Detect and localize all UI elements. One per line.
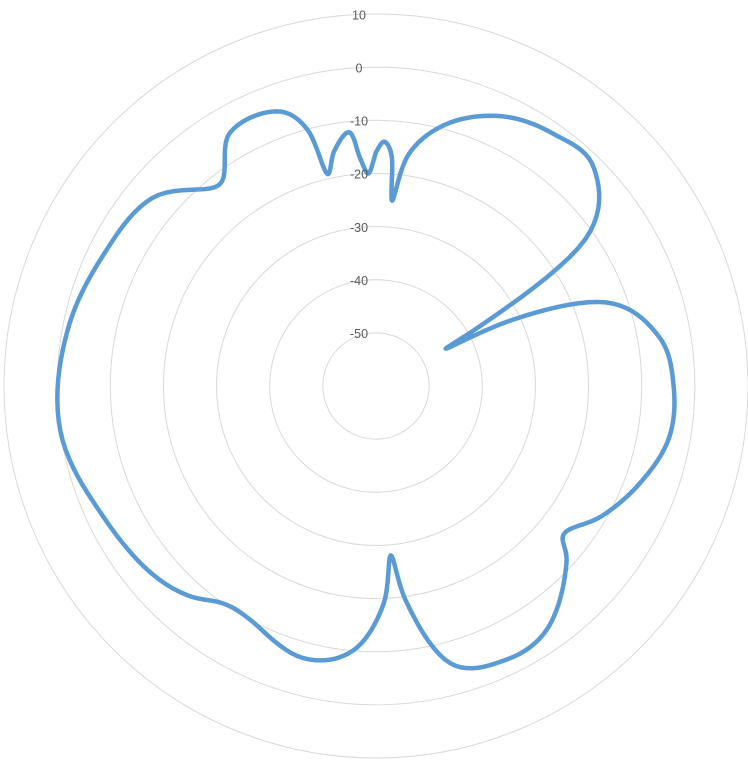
grid-ring-minus-50 bbox=[322, 332, 430, 440]
r-tick-label: -50 bbox=[350, 327, 368, 341]
grid-ring-minus-20 bbox=[162, 172, 590, 600]
r-tick-label: -10 bbox=[350, 115, 368, 129]
grid-ring-0 bbox=[56, 66, 696, 706]
grid-ring-minus-40 bbox=[269, 279, 483, 493]
r-tick-label: 10 bbox=[352, 8, 366, 22]
grid-rings bbox=[3, 13, 748, 759]
r-tick-label: -30 bbox=[350, 221, 368, 235]
r-tick-label: -20 bbox=[350, 168, 368, 182]
tick-labels: 10 0 -10 -20 -30 -40 -50 bbox=[350, 8, 368, 341]
r-tick-label: 0 bbox=[356, 61, 363, 75]
grid-ring-minus-30 bbox=[216, 226, 536, 546]
series-line-0 bbox=[55, 109, 677, 671]
grid-ring-10 bbox=[3, 13, 748, 759]
series-layer bbox=[55, 109, 677, 671]
grid-ring-minus-10 bbox=[109, 119, 643, 653]
r-tick-label: -40 bbox=[350, 274, 368, 288]
